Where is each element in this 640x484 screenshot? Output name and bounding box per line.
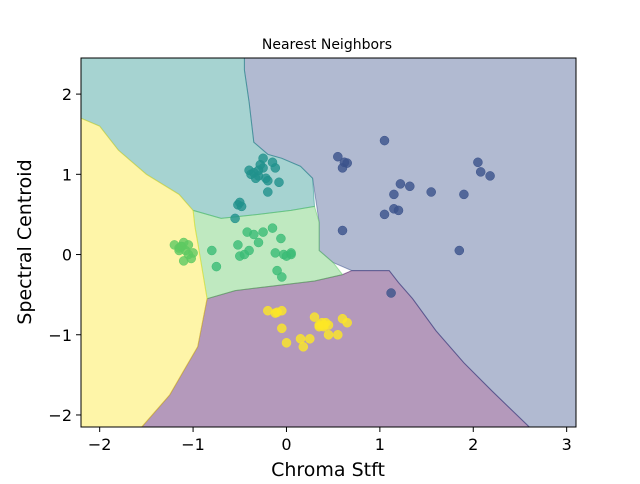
scatter-point-class-0 [305, 334, 315, 344]
scatter-point-class-2 [236, 201, 247, 212]
y-tick-label: −1 [48, 326, 72, 345]
scatter-point-class-2 [258, 153, 268, 164]
scatter-point-class-0 [277, 323, 287, 334]
y-tick-label: 2 [62, 85, 72, 104]
decision-region-class-4 [81, 117, 208, 427]
scatter-point-class-4 [258, 227, 268, 237]
scatter-point-class-4 [267, 223, 278, 233]
scatter-point-class-3 [386, 288, 396, 298]
scatter-point-class-4 [244, 245, 254, 256]
y-tick-label: −2 [48, 406, 72, 425]
y-axis-label: Spectral Centroid [14, 159, 36, 324]
scatter-point-class-4 [211, 261, 222, 272]
decision-regions [81, 58, 576, 427]
x-tick-label: 0 [281, 435, 291, 454]
scatter-point-class-3 [485, 171, 495, 181]
x-tick-label: 3 [562, 435, 572, 454]
scatter-point-class-2 [253, 165, 264, 176]
scatter-point-class-4 [249, 229, 259, 240]
scatter-point-class-0 [270, 308, 281, 318]
scatter-point-class-3 [379, 135, 390, 146]
scatter-point-class-3 [337, 225, 348, 236]
scatter-point-class-3 [426, 187, 436, 197]
scatter-point-class-1 [188, 248, 198, 258]
scatter-point-class-4 [207, 245, 217, 256]
x-axis-label: Chroma Stft [271, 459, 385, 480]
scatter-point-class-3 [393, 205, 404, 216]
chart-title: Nearest Neighbors [262, 37, 392, 53]
scatter-point-class-2 [263, 175, 273, 186]
scatter-point-class-0 [309, 312, 320, 322]
y-axis: −2 −1 0 1 2 [48, 85, 81, 425]
scatter-point-class-2 [263, 187, 273, 197]
scatter-point-class-4 [286, 248, 296, 258]
scatter-point-class-2 [250, 173, 261, 184]
scatter-point-class-1 [176, 241, 186, 252]
scatter-point-class-4 [270, 248, 281, 258]
y-tick-label: 1 [62, 165, 72, 184]
scatter-point-class-3 [405, 181, 415, 192]
scatter-point-class-3 [379, 209, 390, 220]
scatter-point-class-4 [253, 237, 264, 248]
scatter-point-class-3 [454, 245, 465, 256]
scatter-point-class-4 [276, 233, 286, 244]
scatter-point-class-0 [281, 338, 292, 348]
y-tick-label: 0 [62, 246, 72, 265]
scatter-point-class-2 [230, 213, 240, 224]
scatter-point-class-2 [270, 163, 281, 173]
scatter-point-class-4 [233, 240, 243, 250]
plot-frame [80, 57, 577, 428]
scatter-point-class-0 [298, 342, 309, 352]
x-axis: −2 −1 0 1 2 3 [88, 427, 572, 454]
scatter-point-class-4 [272, 265, 282, 276]
scatter-point-class-0 [295, 334, 306, 344]
scatter-point-class-2 [274, 177, 284, 188]
scatter-point-class-3 [342, 158, 352, 168]
scatter-point-class-4 [277, 272, 287, 282]
scatter-point-class-0 [342, 317, 352, 328]
scatter-point-class-0 [333, 330, 343, 340]
x-tick-label: 2 [468, 435, 478, 454]
scatter-point-class-3 [389, 189, 399, 200]
plot-area [80, 57, 577, 428]
x-tick-label: −2 [88, 435, 112, 454]
scatter-point-class-3 [395, 179, 406, 189]
scatter-point-class-0 [314, 320, 324, 330]
scatter-point-class-3 [333, 151, 343, 162]
x-tick-label: −1 [181, 435, 205, 454]
x-tick-label: 1 [375, 435, 385, 454]
scatter-points [169, 135, 495, 352]
scatter-point-class-0 [323, 330, 334, 340]
scatter-point-class-3 [473, 157, 483, 168]
scatter-point-class-3 [459, 189, 469, 200]
scatter-point-class-3 [475, 167, 486, 177]
